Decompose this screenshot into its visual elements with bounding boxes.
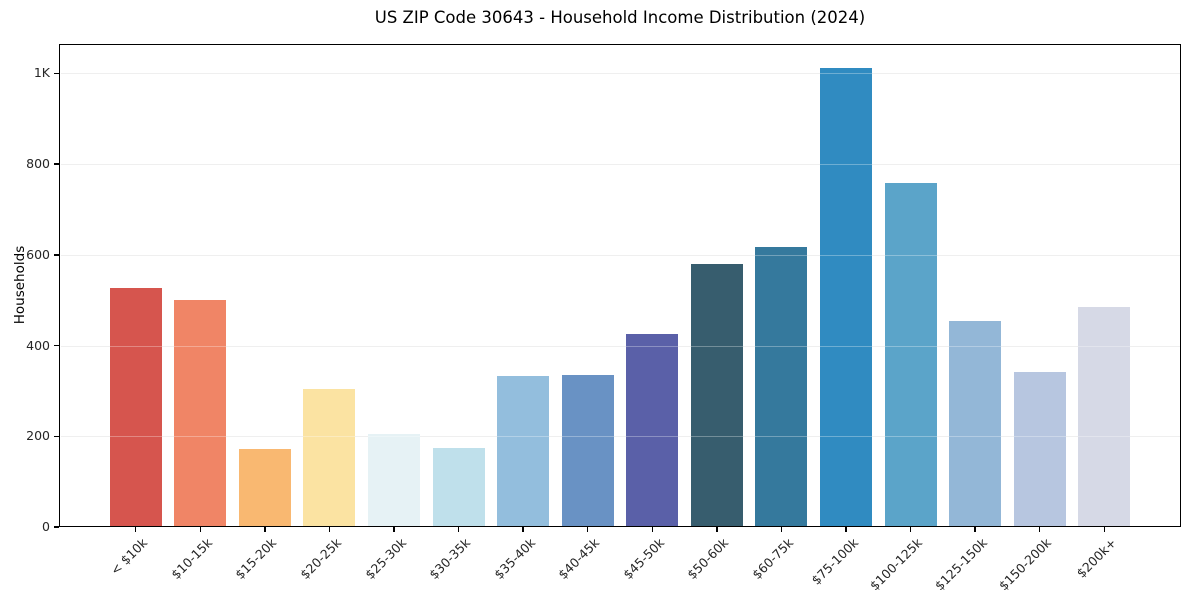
bar--35-40k — [497, 375, 550, 527]
x-tick-label--25-30k: $25-30k — [361, 535, 409, 583]
x-tick-mark--200k+ — [1103, 527, 1105, 532]
gridline-overlay-600 — [60, 254, 1180, 256]
y-tick-mark-800 — [54, 163, 59, 165]
bar--15-20k — [238, 448, 291, 527]
chart-title: US ZIP Code 30643 - Household Income Dis… — [374, 8, 866, 27]
x-tick-label--20-25k: $20-25k — [297, 535, 345, 583]
bar--10k — [109, 287, 162, 527]
y-tick-mark-1000 — [54, 72, 59, 75]
y-axis-label: Households — [12, 245, 28, 325]
x-tick-mark--30-35k — [457, 527, 460, 532]
x-tick-label--35-40k: $35-40k — [490, 535, 538, 583]
bar--60-75k — [755, 247, 808, 527]
x-tick-mark--100-125k — [909, 527, 912, 532]
x-tick-label--40-45k: $40-45k — [555, 535, 603, 583]
x-tick-mark--75-100k — [845, 527, 847, 532]
x-tick-mark--10-15k — [199, 527, 202, 532]
x-tick-label--60-75k: $60-75k — [748, 535, 797, 583]
x-tick-label--30-35k: $30-35k — [426, 535, 474, 583]
y-tick-label-800: 800 — [26, 156, 50, 172]
bar--150-200k — [1013, 371, 1066, 527]
x-tick-mark--60-75k — [780, 527, 783, 532]
bar--75-100k — [819, 68, 872, 527]
gridline-200 — [60, 436, 1180, 438]
gridline-400 — [60, 345, 1180, 347]
x-tick-label--15-20k: $15-20k — [232, 535, 280, 583]
bar--45-50k — [626, 333, 679, 527]
x-tick-label--150-200k: $150-200k — [995, 535, 1055, 590]
bar--200k+ — [1078, 307, 1131, 527]
bar--40-45k — [561, 374, 614, 527]
gridline-1000 — [60, 73, 1180, 75]
gridline-overlay-400 — [60, 345, 1180, 347]
y-tick-label-200: 200 — [26, 428, 50, 444]
x-tick-mark--150-200k — [1038, 527, 1041, 532]
y-tick-label-1000: 1K — [33, 65, 50, 81]
bar--100-125k — [884, 183, 937, 527]
bar--30-35k — [432, 448, 485, 527]
y-tick-label-600: 600 — [26, 246, 50, 262]
y-tick-mark-600 — [54, 254, 59, 256]
gridline-600 — [60, 254, 1180, 256]
gridline-overlay-200 — [60, 436, 1180, 438]
y-tick-mark-0 — [54, 526, 59, 528]
bar--50-60k — [690, 263, 743, 527]
y-tick-label-400: 400 — [26, 337, 50, 353]
x-tick-mark--45-50k — [651, 527, 653, 532]
x-tick-mark--50-60k — [716, 527, 718, 532]
x-tick-mark--25-30k — [393, 527, 395, 532]
bar--20-25k — [303, 388, 356, 527]
x-tick-mark--125-150k — [974, 527, 976, 532]
y-tick-mark-200 — [54, 435, 59, 437]
y-tick-mark-400 — [54, 344, 59, 347]
x-tick-label--50-60k: $50-60k — [684, 535, 732, 583]
gridline-overlay-1000 — [60, 73, 1180, 75]
gridline-overlay-800 — [60, 164, 1180, 166]
y-tick-label-0: 0 — [42, 519, 50, 534]
x-tick-label--100-125k: $100-125k — [866, 535, 926, 590]
bar--125-150k — [949, 321, 1002, 527]
x-tick-label--75-100k: $75-100k — [807, 535, 861, 588]
x-tick-mark--15-20k — [264, 527, 266, 532]
x-tick-mark--20-25k — [328, 527, 331, 532]
x-tick-mark--35-40k — [522, 527, 524, 532]
x-tick-label--10-15k: $10-15k — [167, 535, 215, 583]
bar--25-30k — [368, 433, 421, 527]
x-tick-label--10k: < $10k — [107, 535, 151, 578]
x-tick-label--125-150k: $125-150k — [931, 535, 990, 590]
x-tick-label--200k+: $200k+ — [1073, 535, 1119, 581]
gridline-800 — [60, 164, 1180, 166]
x-tick-mark--10k — [135, 527, 137, 532]
bar--10-15k — [174, 299, 227, 527]
x-tick-label--45-50k: $45-50k — [619, 535, 667, 583]
x-tick-mark--40-45k — [587, 527, 589, 532]
